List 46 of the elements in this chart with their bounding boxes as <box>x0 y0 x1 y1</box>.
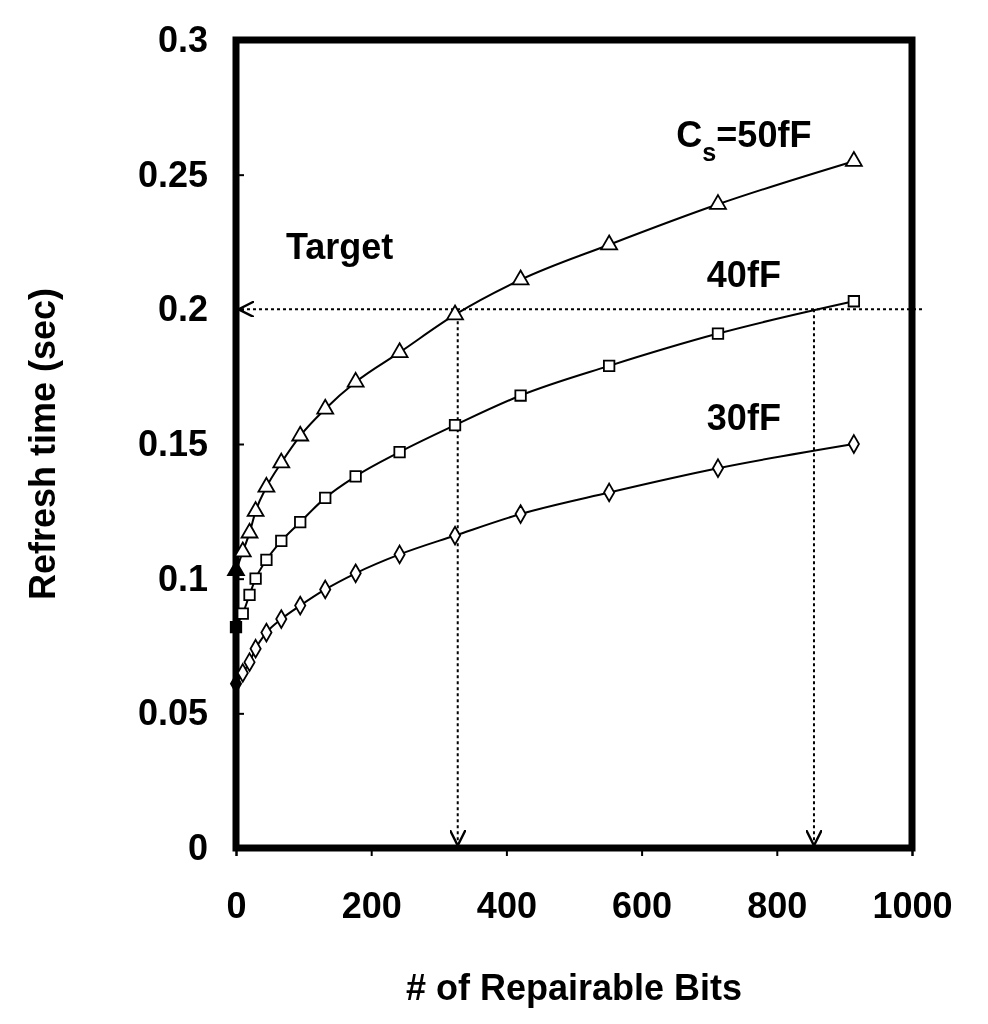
point <box>319 491 332 505</box>
x-tick-label: 800 <box>747 884 808 926</box>
point <box>514 389 527 402</box>
point <box>845 151 863 167</box>
y-tick-label: 0 <box>187 827 208 869</box>
point <box>600 234 619 251</box>
point <box>390 342 409 358</box>
point <box>260 553 273 566</box>
point <box>240 522 259 539</box>
point <box>275 534 288 548</box>
point <box>249 572 262 585</box>
point <box>291 425 310 442</box>
y-tick-label: 0.2 <box>157 288 208 330</box>
point <box>229 621 243 634</box>
point <box>349 470 362 483</box>
point <box>709 194 727 210</box>
y-tick-label: 0.25 <box>137 153 208 195</box>
point <box>257 476 276 493</box>
x-tick-label: 0 <box>226 884 247 926</box>
y-tick-label: 0.05 <box>137 692 208 734</box>
x-tick-label: 1000 <box>872 884 953 926</box>
series-label: 40fF <box>706 254 781 296</box>
point <box>603 359 616 373</box>
point <box>346 371 365 388</box>
point <box>246 501 265 517</box>
series-label: 30fF <box>706 397 781 438</box>
point <box>711 327 725 340</box>
x-tick-label: 600 <box>612 884 673 926</box>
x-tick-label: 200 <box>341 884 402 926</box>
x-tick-label: 400 <box>476 884 537 926</box>
point <box>448 419 462 432</box>
point <box>243 588 256 601</box>
series-label: C$_{s}$=50fF <box>676 114 812 167</box>
point <box>847 295 861 308</box>
x-axis-title: # of Repairable Bits <box>405 967 743 1008</box>
point <box>511 269 530 286</box>
point <box>272 452 291 469</box>
point <box>446 304 464 321</box>
y-tick-label: 0.15 <box>137 423 208 465</box>
y-tick-label: 0.1 <box>157 557 208 599</box>
point <box>294 515 307 529</box>
y-tick-label: 0.3 <box>157 19 208 61</box>
point <box>393 445 406 459</box>
ref-line-label: Target <box>286 226 394 268</box>
point <box>316 398 335 415</box>
y-axis-title: Refresh time (sec) <box>22 287 63 601</box>
